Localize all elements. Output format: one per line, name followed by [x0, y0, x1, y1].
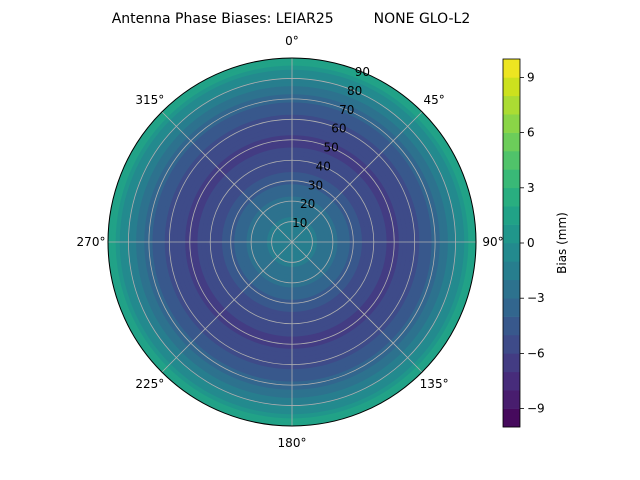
radial-tick-label: 50: [323, 141, 338, 155]
colorbar-tick-label: 9: [527, 70, 535, 84]
colorbar-band: [503, 206, 520, 225]
colorbar-tick-label: 6: [527, 126, 535, 140]
colorbar-tick-label: −3: [527, 291, 545, 305]
radial-tick-label: 10: [292, 216, 307, 230]
radial-tick-label: 60: [331, 122, 346, 136]
colorbar-band: [503, 279, 520, 299]
theta-tick-labels: 0° 45° 90° 135° 180° 225° 270° 315°: [77, 34, 504, 450]
theta-tick-label: 270°: [77, 235, 106, 249]
colorbar-band: [503, 95, 520, 115]
colorbar-band: [503, 390, 520, 409]
colorbar-band: [503, 408, 520, 428]
colorbar-tick-label: −9: [527, 402, 545, 416]
colorbar-band: [503, 114, 520, 133]
colorbar-band: [503, 371, 520, 391]
radial-tick-label: 80: [347, 84, 362, 98]
polar-frame: [107, 57, 477, 427]
colorbar: −9 −6 −3 0 3 6 9 Bias (mm): [502, 58, 569, 428]
chart-title: Antenna Phase Biases: LEIAR25 NONE GLO-L…: [112, 11, 471, 27]
colorbar-band: [503, 298, 520, 317]
polar-grid: [108, 58, 476, 426]
colorbar-band: [503, 335, 520, 354]
colorbar-label: Bias (mm): [555, 212, 569, 274]
colorbar-band: [503, 261, 520, 281]
colorbar-band: [503, 59, 520, 78]
theta-tick-label: 135°: [420, 377, 449, 391]
colorbar-band: [503, 224, 520, 244]
grid-spoke: [291, 111, 423, 243]
colorbar-band: [503, 132, 520, 152]
colorbar-band: [503, 77, 520, 97]
colorbar-band: [503, 151, 520, 170]
grid-spoke: [161, 111, 293, 243]
theta-tick-label: 90°: [482, 235, 503, 249]
colorbar-band: [503, 187, 520, 207]
colorbar-band: [503, 169, 520, 189]
radial-tick-label: 30: [308, 178, 323, 192]
theta-tick-label: 225°: [135, 377, 164, 391]
theta-tick-label: 45°: [423, 93, 444, 107]
colorbar-tick-label: 3: [527, 181, 535, 195]
theta-tick-label: 315°: [135, 93, 164, 107]
colorbar-band: [503, 243, 520, 262]
colorbar-tick-label: 0: [527, 236, 535, 250]
grid-spoke: [291, 241, 423, 373]
grid-spoke: [161, 241, 293, 373]
radial-tick-label: 70: [339, 103, 354, 117]
colorbar-band: [503, 353, 520, 373]
theta-tick-label: 180°: [278, 436, 307, 450]
radial-tick-label: 40: [316, 159, 331, 173]
radial-tick-label: 20: [300, 197, 315, 211]
colorbar-band: [503, 316, 520, 336]
theta-tick-label: 0°: [285, 34, 299, 48]
colorbar-tick-label: −6: [527, 346, 545, 360]
